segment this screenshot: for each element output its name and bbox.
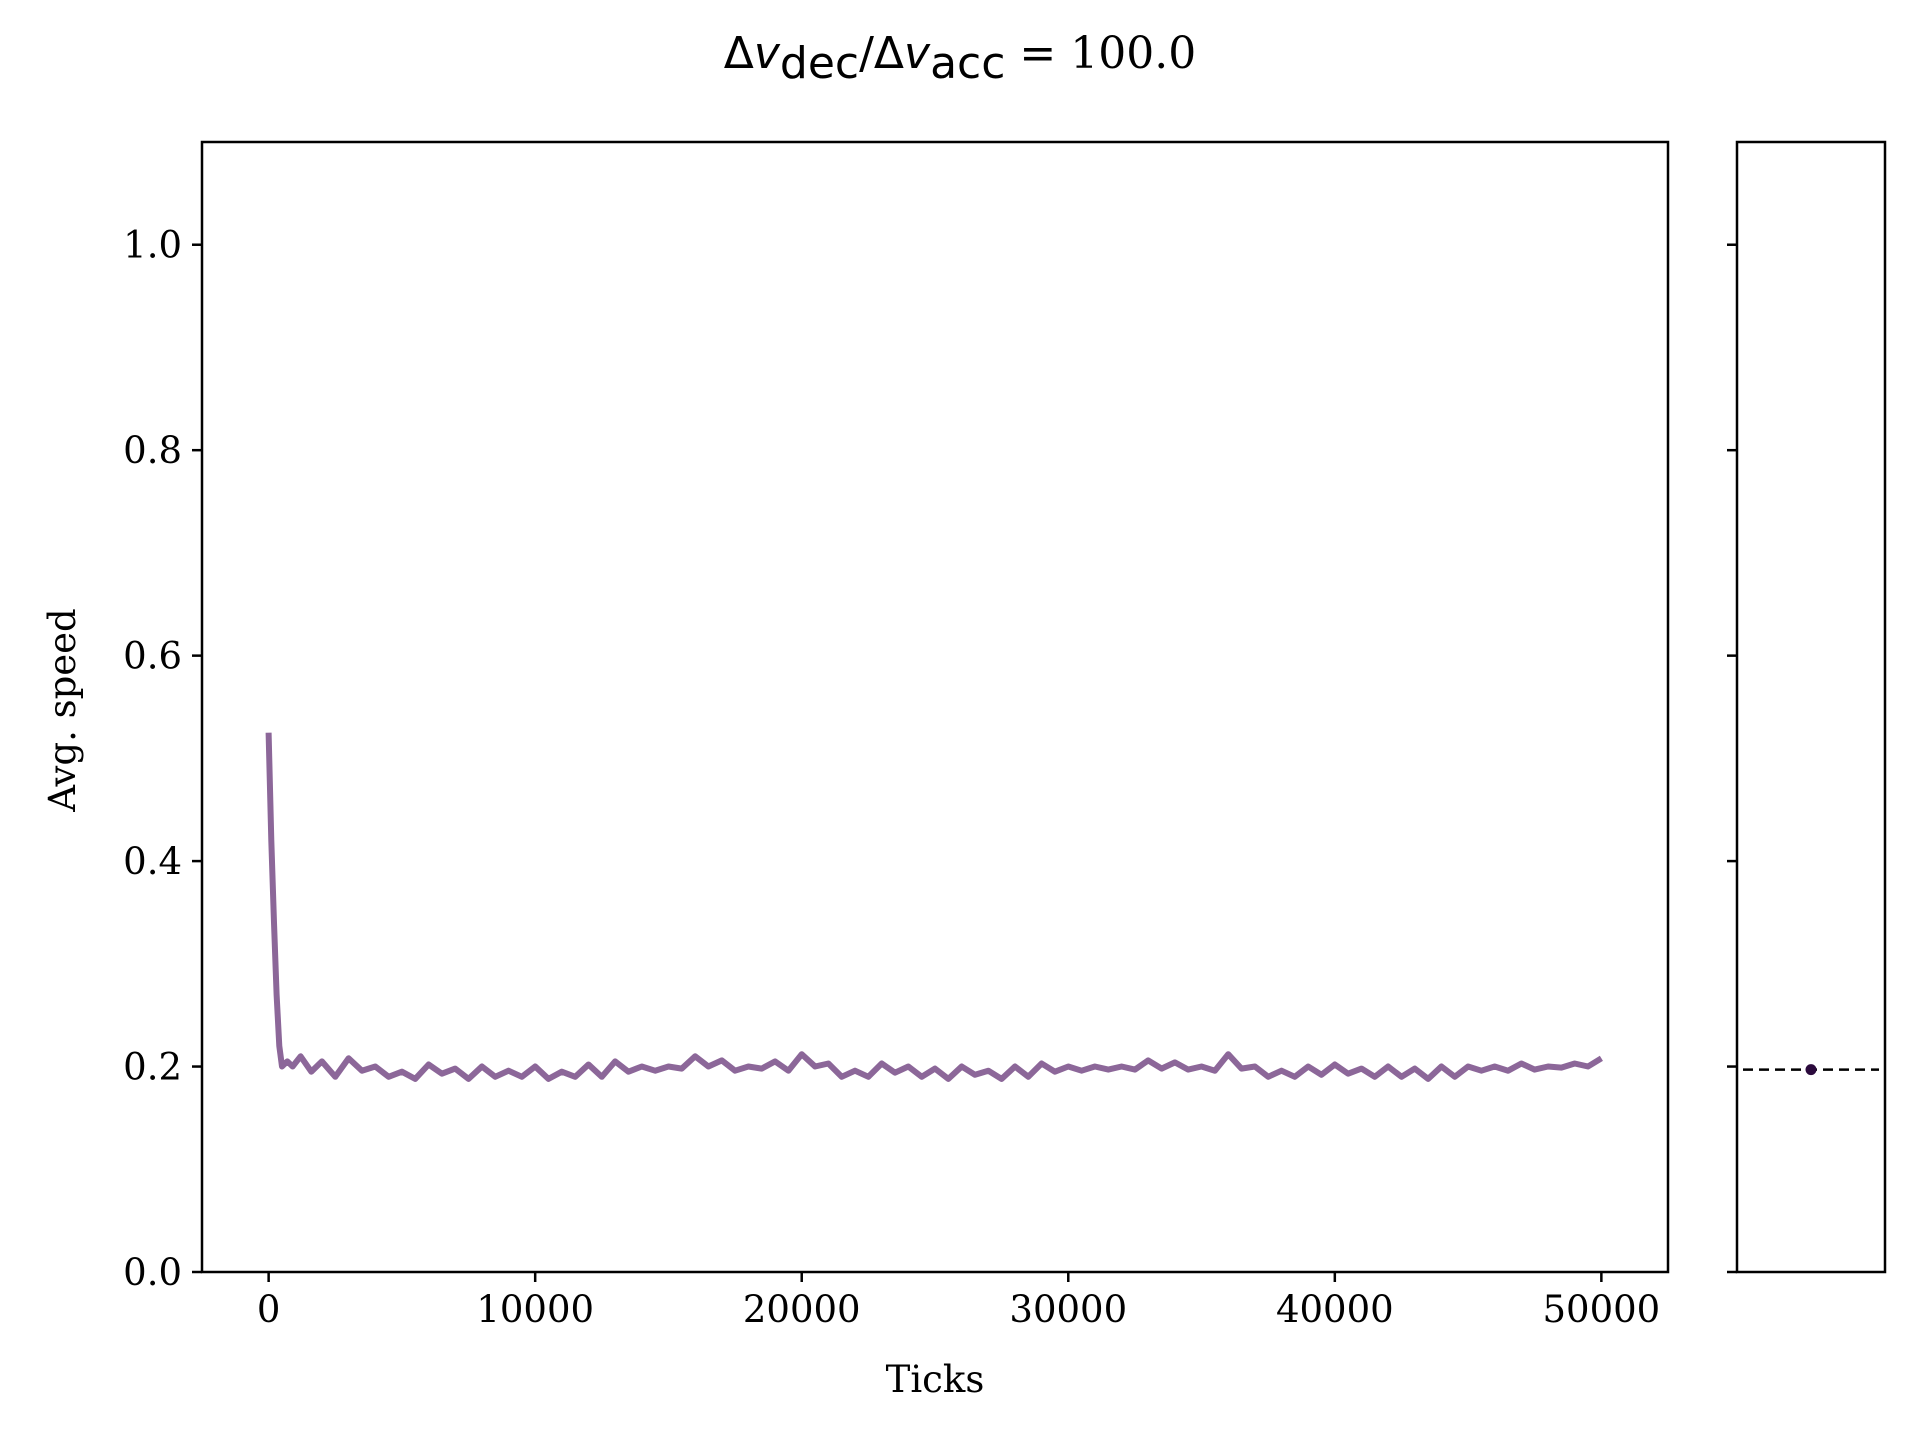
- chart-title: Δvdec/Δvacc = 100.0: [724, 28, 1197, 89]
- x-tick-label: 0: [257, 1288, 281, 1331]
- x-tick-label: 30000: [1009, 1288, 1127, 1331]
- side-plot-area: [1727, 140, 1887, 1274]
- side-axes-frame: [1735, 140, 1887, 1274]
- x-axis-label: Ticks: [886, 1358, 985, 1401]
- y-tick-label: 0.4: [123, 840, 182, 883]
- main-axes-frame: [200, 140, 1670, 1274]
- y-tick-label: 0.6: [123, 635, 182, 678]
- x-tick-label: 50000: [1543, 1288, 1661, 1331]
- y-tick-label: 0.8: [123, 429, 182, 472]
- x-tick-label: 20000: [743, 1288, 861, 1331]
- y-tick-label: 0.0: [123, 1251, 182, 1294]
- y-tick-label: 0.2: [123, 1046, 182, 1089]
- x-tick-label: 40000: [1276, 1288, 1394, 1331]
- series-line: [265, 732, 1603, 1082]
- y-axis-label: Avg. speed: [41, 608, 84, 812]
- x-tick-label: 10000: [476, 1288, 594, 1331]
- main-plot-area: 0 10000 20000 30000 40000 50000 0.0 0.2 0.4 0.6 0.…: [123, 140, 1670, 1331]
- y-tick-label: 1.0: [123, 224, 182, 267]
- side-data-point: [1805, 1064, 1817, 1076]
